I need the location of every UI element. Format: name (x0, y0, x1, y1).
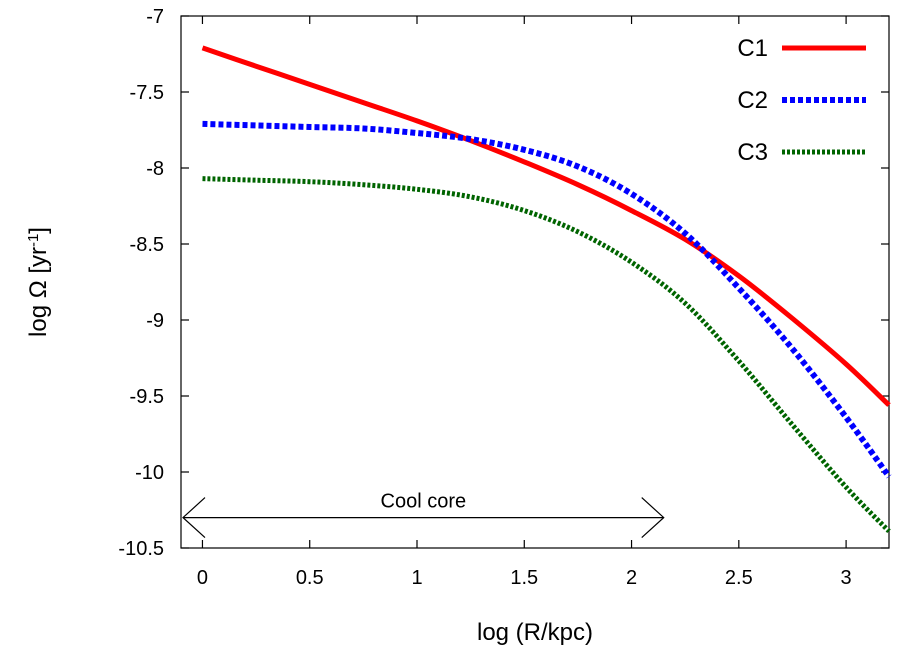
x-axis-label: log (R/kpc) (477, 619, 593, 646)
y-tick-label: -10.5 (118, 538, 164, 560)
plot-frame (180, 15, 890, 549)
x-tick-label: 2.5 (725, 567, 753, 589)
x-tick-label: 0 (197, 567, 208, 589)
annotation-group: Cool core (182, 491, 665, 539)
cool-core-arrow-head-right (641, 497, 665, 539)
series-line-c1 (201, 45, 891, 407)
x-tick-label: 1.5 (510, 567, 538, 589)
y-tick-label: -9.5 (130, 386, 164, 408)
x-tick-label: 0.5 (296, 567, 324, 589)
y-tick-label: -10 (135, 462, 164, 484)
y-tick-label: -7 (146, 6, 164, 28)
y-tick-label: -8 (146, 158, 164, 180)
plot-border (180, 15, 890, 549)
y-tick-label: -8.5 (130, 234, 164, 256)
y-axis-label: log Ω [yr-1] (25, 227, 53, 337)
cool-core-arrow-head-left (182, 497, 206, 539)
legend: C1 C2 C3 (737, 35, 866, 166)
y-axis-ticks: -7 -7.5 -8 -8.5 -9 -9.5 -10 -10.5 (118, 6, 889, 560)
series-line-c3 (202, 176, 891, 534)
x-tick-label: 1 (411, 567, 422, 589)
y-axis-label-end: ] (25, 227, 52, 234)
x-tick-label: 2 (626, 567, 637, 589)
series-line-c2 (202, 120, 892, 479)
series-group (201, 45, 892, 534)
y-tick-label: -7.5 (130, 82, 164, 104)
y-tick-label: -9 (146, 310, 164, 332)
x-axis-ticks: 0 0.5 1 1.5 2 2.5 3 (197, 16, 852, 589)
y-axis-label-base: log Ω [yr (25, 247, 52, 337)
legend-label-c3: C3 (737, 139, 768, 166)
y-axis-label-superscript: -1 (25, 234, 42, 247)
x-tick-label: 3 (841, 567, 852, 589)
legend-label-c1: C1 (737, 35, 768, 62)
legend-label-c2: C2 (737, 87, 768, 114)
cool-core-label: Cool core (381, 491, 467, 513)
